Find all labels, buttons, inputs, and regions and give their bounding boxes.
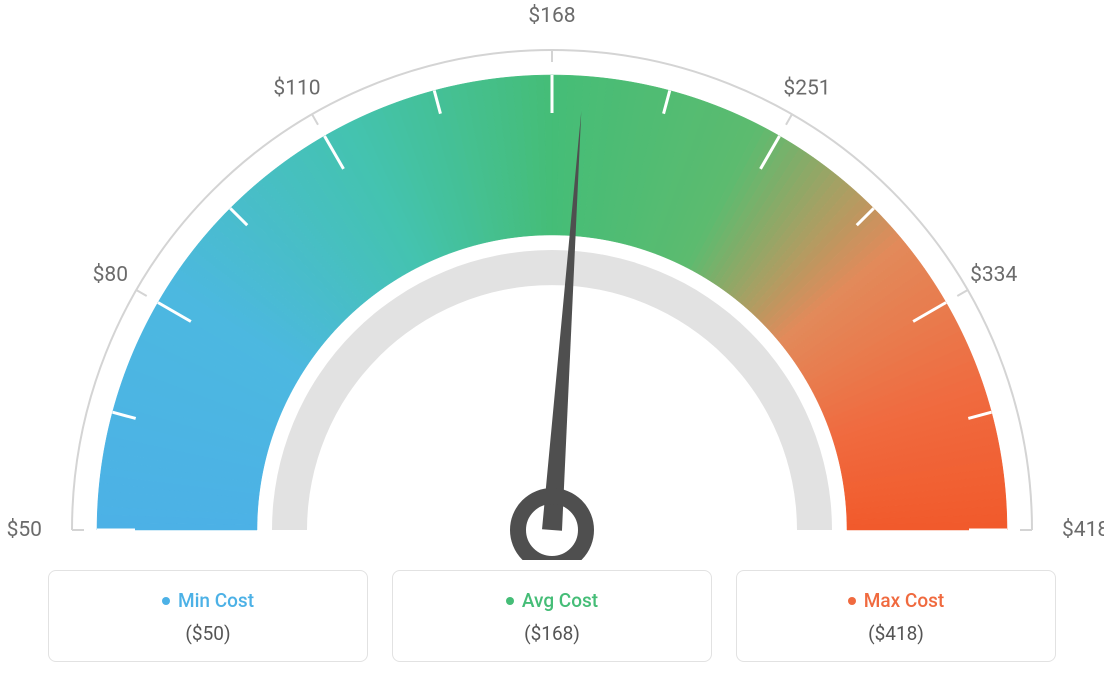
legend-title-min: Min Cost: [162, 589, 254, 612]
gauge-tick-label: $110: [273, 76, 320, 100]
gauge-tick-label: $418: [1062, 518, 1104, 542]
gauge-tick-label: $168: [528, 4, 575, 28]
cost-gauge: $50 $80 $110 $168 $251 $334 $418: [0, 0, 1104, 560]
legend-title-text: Min Cost: [178, 589, 254, 612]
legend-card-avg: Avg Cost ($168): [392, 570, 712, 662]
legend-dot-max: [848, 597, 856, 605]
legend-card-min: Min Cost ($50): [48, 570, 368, 662]
gauge-tick-label: $251: [783, 76, 830, 100]
gauge-svg: $50 $80 $110 $168 $251 $334 $418: [0, 0, 1104, 560]
gauge-tick-label: $80: [93, 263, 128, 287]
legend-value-avg: ($168): [403, 622, 701, 645]
legend-title-text: Avg Cost: [522, 589, 598, 612]
legend-row: Min Cost ($50) Avg Cost ($168) Max Cost …: [0, 570, 1104, 662]
gauge-tick-label: $334: [970, 263, 1017, 287]
legend-value-min: ($50): [59, 622, 357, 645]
legend-title-avg: Avg Cost: [506, 589, 598, 612]
legend-dot-avg: [506, 597, 514, 605]
legend-value-max: ($418): [747, 622, 1045, 645]
legend-card-max: Max Cost ($418): [736, 570, 1056, 662]
legend-dot-min: [162, 597, 170, 605]
gauge-tick-label: $50: [7, 518, 42, 542]
legend-title-text: Max Cost: [864, 589, 944, 612]
legend-title-max: Max Cost: [848, 589, 944, 612]
